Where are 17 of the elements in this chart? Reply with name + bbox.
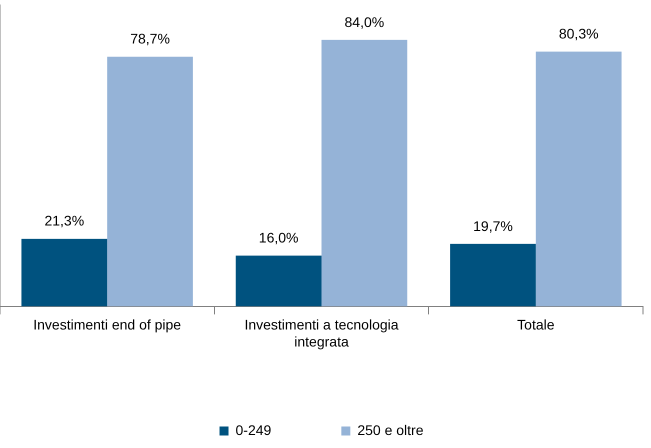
bar <box>107 56 193 306</box>
x-tick-label: Investimenti a tecnologia integrata <box>244 316 399 350</box>
bar <box>236 256 322 306</box>
data-label: 84,0% <box>344 14 384 30</box>
legend-label: 0-249 <box>236 422 272 438</box>
legend-label: 250 e oltre <box>357 422 424 438</box>
data-label: 80,3% <box>558 25 599 42</box>
bar <box>450 244 536 306</box>
data-label: 19,7% <box>473 218 513 234</box>
data-label: 78,7% <box>130 30 170 47</box>
data-label: 21,3% <box>44 212 84 229</box>
bar <box>536 52 622 306</box>
x-tick-label: Totale <box>517 316 555 333</box>
data-label: 16,0% <box>258 229 298 246</box>
bar <box>322 40 408 306</box>
x-tick-label: Investimenti end of pipe <box>33 316 182 333</box>
bar <box>21 238 108 306</box>
